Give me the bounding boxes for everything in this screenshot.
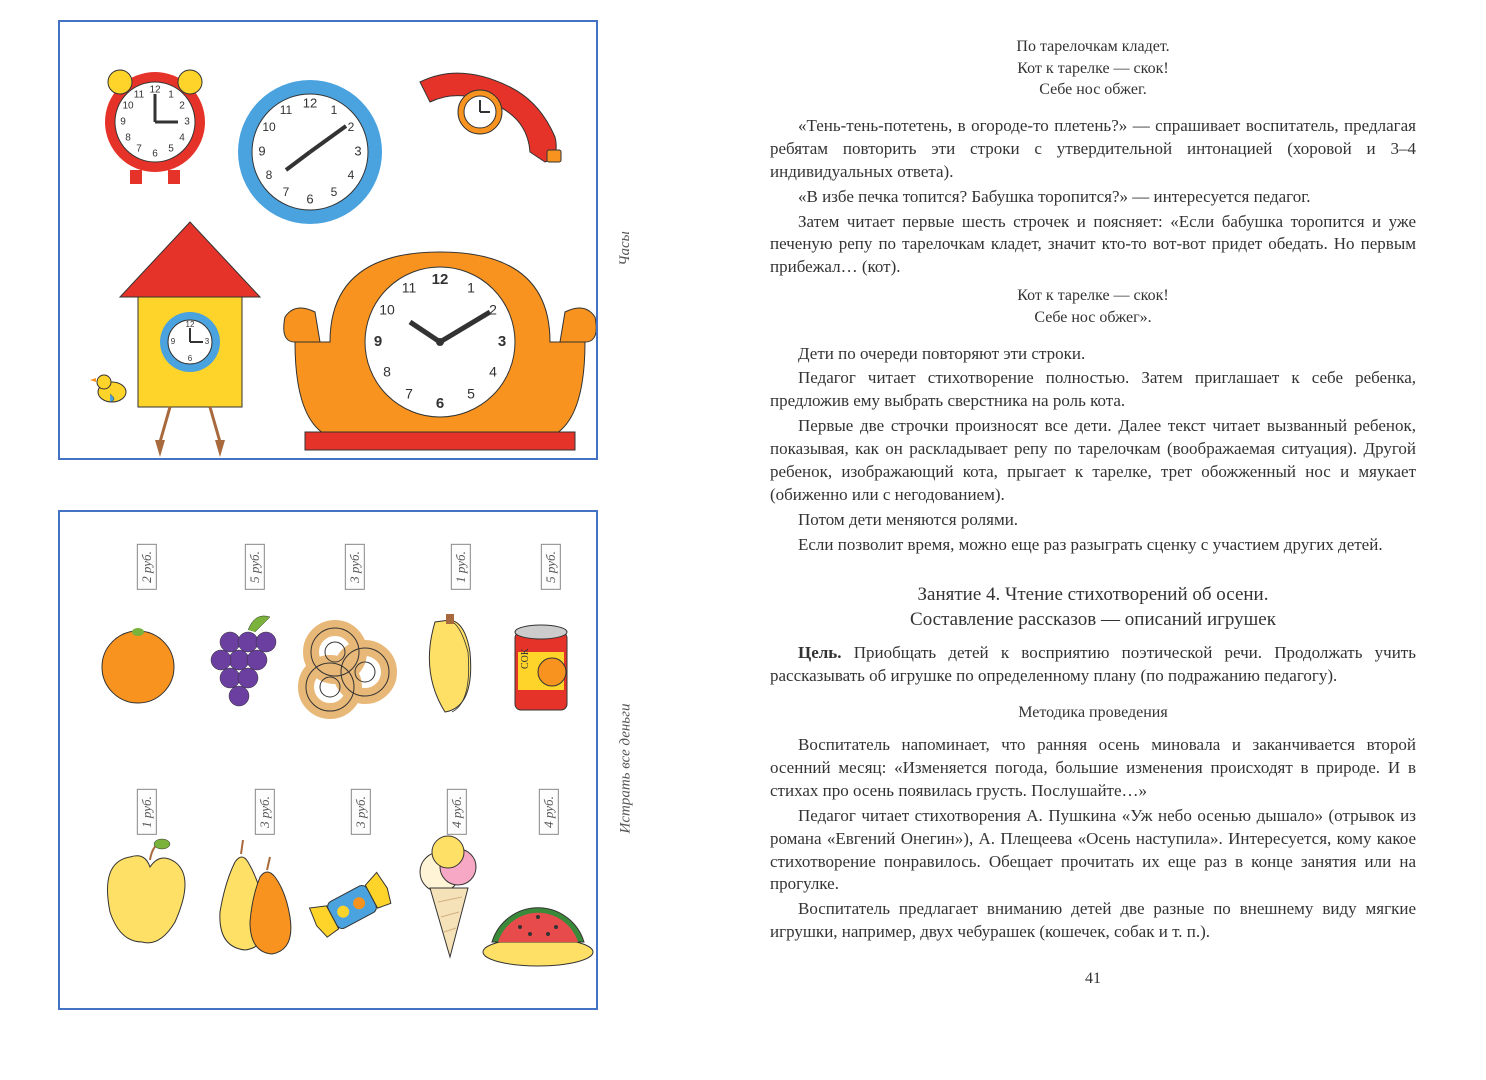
svg-text:11: 11 [280,103,293,117]
clocks-caption: Часы [618,231,635,266]
section-title-line: Занятие 4. Чтение стихотворений об осени… [770,583,1416,608]
foods-caption: Истрать все деньги [618,704,635,834]
body-paragraph: Затем читает первые шесть строчек и пояс… [770,211,1416,280]
svg-text:7: 7 [283,185,290,199]
svg-text:10: 10 [379,302,395,318]
mantel-clock-icon: 12 3 6 9 1 2 4 5 7 8 10 11 [284,252,596,450]
svg-text:6: 6 [436,395,444,412]
poem-line: Кот к тарелке — скок! [770,285,1416,307]
svg-text:3: 3 [205,337,210,346]
book-spread: 12 3 6 9 1 2 4 5 7 8 10 11 [0,0,1486,1080]
body-paragraph: Педагог читает стихотворение полностью. … [770,367,1416,413]
page-number: 41 [770,968,1416,990]
body-paragraph: Воспитатель предлагает вниманию детей дв… [770,898,1416,944]
body-paragraph: Первые две строчки произносят все дети. … [770,415,1416,507]
right-page: По тарелочкам кладет. Кот к тарелке — ск… [690,0,1486,1080]
svg-text:8: 8 [125,133,131,144]
section-title: Занятие 4. Чтение стихотворений об осени… [770,583,1416,632]
cuckoo-clock-icon: 12 3 6 9 [90,222,260,457]
svg-text:11: 11 [402,280,417,296]
svg-text:5: 5 [168,144,174,155]
body-paragraph: Дети по очереди повторяют эти строки. [770,343,1416,366]
candy-icon [308,871,395,939]
price-tag: 5 руб. [541,544,561,590]
watermelon-icon [483,908,593,966]
price-tag: 3 руб. [345,544,365,590]
foods-panel: СОК [58,510,598,1010]
price-tag: 2 руб. [137,544,157,590]
svg-text:8: 8 [266,168,273,182]
svg-text:12: 12 [303,95,317,110]
bagels-icon [306,628,389,711]
poem-line: Кот к тарелке — скок! [770,58,1416,80]
svg-text:1: 1 [467,280,475,296]
apple-icon [108,839,186,943]
goal-paragraph: Цель. Приобщать детей к восприятию поэти… [770,642,1416,688]
price-tag: 1 руб. [137,789,157,835]
svg-text:6: 6 [306,191,313,206]
pears-icon [220,840,291,954]
svg-text:9: 9 [171,337,176,346]
svg-text:3: 3 [498,333,506,350]
alarm-clock-icon: 12 3 6 9 1 2 4 5 7 8 10 11 [105,70,205,184]
svg-text:4: 4 [179,133,185,144]
svg-text:9: 9 [120,117,126,128]
poem-line: По тарелочкам кладет. [770,36,1416,58]
price-tag: 5 руб. [245,544,265,590]
svg-text:7: 7 [405,386,413,402]
svg-text:12: 12 [432,271,449,288]
method-subtitle: Методика проведения [770,702,1416,724]
price-tag: 3 руб. [255,789,275,835]
poem-line: Себе нос обжег». [770,307,1416,329]
svg-text:8: 8 [383,364,391,380]
svg-text:2: 2 [489,302,497,318]
svg-text:СОК: СОК [520,648,531,669]
ice-cream-icon [420,836,476,957]
svg-text:5: 5 [331,185,338,199]
svg-text:12: 12 [149,85,161,96]
svg-text:6: 6 [152,149,158,160]
poem-block: По тарелочкам кладет. Кот к тарелке — ск… [770,36,1416,101]
body-paragraph: Если позволит время, можно еще раз разыг… [770,534,1416,557]
svg-text:10: 10 [262,120,276,134]
svg-text:9: 9 [258,143,265,158]
price-tag: 3 руб. [351,789,371,835]
body-paragraph: Педагог читает стихотворения А. Пушкина … [770,805,1416,897]
clocks-panel: 12 3 6 9 1 2 4 5 7 8 10 11 [58,20,598,460]
wrist-watch-icon [420,73,561,162]
body-paragraph: «Тень-тень-потетень, в огороде-то плетен… [770,115,1416,184]
grapes-icon [211,616,276,706]
svg-text:1: 1 [331,103,338,117]
left-page: 12 3 6 9 1 2 4 5 7 8 10 11 [0,0,690,1080]
body-paragraph: Потом дети меняются ролями. [770,509,1416,532]
svg-text:12: 12 [186,320,195,329]
svg-text:7: 7 [136,144,142,155]
svg-text:4: 4 [489,364,497,380]
price-tag: 1 руб. [451,544,471,590]
svg-text:9: 9 [374,333,382,350]
svg-text:5: 5 [467,386,475,402]
banana-icon [429,614,470,712]
poem-line: Себе нос обжег. [770,79,1416,101]
svg-text:2: 2 [348,120,355,134]
svg-text:11: 11 [134,90,145,101]
svg-text:10: 10 [122,101,134,112]
poem-block: Кот к тарелке — скок! Себе нос обжег». [770,285,1416,328]
svg-text:2: 2 [179,101,185,112]
juice-can-icon: СОК [515,625,567,710]
clocks-illustration: 12 3 6 9 1 2 4 5 7 8 10 11 [60,22,596,458]
svg-text:3: 3 [354,143,361,158]
svg-text:6: 6 [188,354,193,363]
wall-clock-icon: 12 3 6 9 1 2 4 5 7 8 10 11 [238,80,382,224]
body-paragraph: «В избе печка топится? Бабушка торопится… [770,186,1416,209]
section-title-line: Составление рассказов — описаний игрушек [770,608,1416,633]
body-paragraph: Воспитатель напоминает, что ранняя осень… [770,734,1416,803]
svg-text:1: 1 [168,90,174,101]
svg-text:4: 4 [348,168,355,182]
svg-text:3: 3 [184,117,190,128]
price-tag: 4 руб. [447,789,467,835]
price-tag: 4 руб. [539,789,559,835]
goal-text: Приобщать детей к восприятию поэтической… [770,643,1416,685]
orange-fruit-icon [102,628,174,703]
